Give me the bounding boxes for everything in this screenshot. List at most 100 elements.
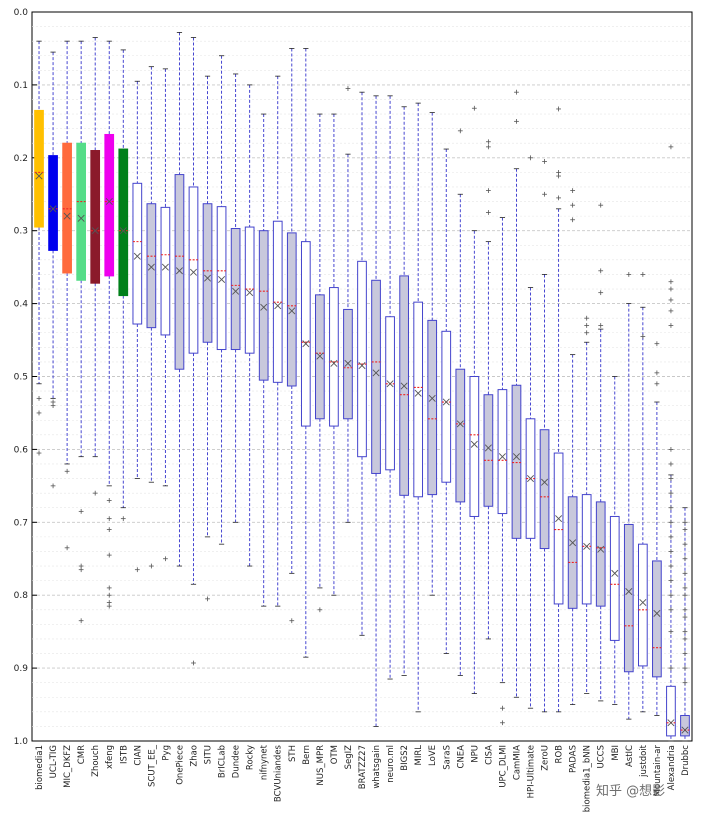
mean-marker (526, 475, 535, 483)
mean-marker (344, 359, 352, 367)
box-saras (441, 148, 452, 654)
y-tick-label: 0.0 (14, 8, 29, 18)
box-body (595, 501, 606, 607)
x-tick-label: ISTB (119, 745, 129, 764)
x-tick-label: Zhao (189, 745, 199, 767)
mean-marker (400, 382, 408, 390)
box-body (483, 394, 494, 507)
x-tick-label: Zhouch (91, 745, 101, 777)
mean-marker (470, 440, 478, 448)
mean-marker (653, 609, 661, 617)
x-tick-label: MIRL (414, 745, 424, 766)
x-tick-label: Mountain-ar (653, 745, 663, 797)
box-situ (202, 75, 213, 602)
box-bigs2 (399, 106, 409, 676)
mean-marker (91, 227, 99, 235)
x-tick-label: justdoit (639, 744, 649, 777)
mean-marker (133, 252, 141, 260)
mean-marker (611, 569, 619, 577)
box-zhouch (90, 37, 101, 496)
box-body (244, 226, 255, 354)
box-body (637, 543, 648, 667)
box-body (132, 182, 143, 325)
box-rocky (244, 84, 255, 567)
mean-marker (583, 542, 591, 550)
x-tick-label: neuro.ml (386, 745, 396, 783)
box-body (146, 203, 157, 329)
x-tick-label: NPU (470, 745, 480, 763)
box-body (118, 148, 129, 297)
box-body (160, 206, 171, 336)
boxes (34, 32, 690, 742)
x-tick-label: xfeng (105, 745, 115, 769)
mean-marker (372, 369, 380, 377)
mean-marker (639, 598, 647, 607)
x-tick-label: Rocky (246, 745, 256, 770)
x-tick-label: CamMIA (512, 745, 522, 780)
box-cmr (76, 40, 87, 624)
box-xfeng (104, 40, 115, 609)
x-tick-label: SaraS (442, 745, 452, 770)
x-tick-label: SegIZ (344, 745, 354, 770)
x-tick-label: OTM (330, 745, 340, 764)
box-mirl (413, 102, 424, 713)
x-tick-label: Bern (302, 745, 312, 765)
mean-marker (597, 545, 605, 553)
mean-marker (484, 444, 492, 452)
box-uccs (595, 202, 606, 702)
box-body (497, 389, 508, 515)
box-npu (469, 105, 480, 695)
x-tick-label: SITU (204, 745, 214, 764)
box-body (90, 150, 101, 284)
x-tick-label: MBI (611, 745, 621, 761)
mean-marker (302, 340, 310, 348)
x-tick-label: nifnynet (260, 744, 270, 780)
x-tick-label: AstIC (625, 745, 635, 767)
box-body (371, 279, 381, 474)
box-bcvuniandes (272, 75, 283, 607)
mean-marker (246, 289, 254, 297)
y-tick-label: 0.3 (14, 227, 28, 237)
y-tick-label: 0.5 (14, 373, 28, 383)
box-body (441, 330, 452, 483)
box-biomedia1 (34, 40, 44, 456)
box-zerou (539, 159, 550, 713)
x-axis-labels: biomedia1 UCL-TIG MIC_DKFZ CMR Zhouch xfeng IS… (35, 744, 691, 812)
x-tick-label: ZeroU (541, 745, 551, 771)
x-tick-label: LoVE (428, 745, 438, 766)
box-body (216, 206, 227, 351)
box-body (385, 316, 395, 471)
box-body (567, 496, 578, 609)
box-body (357, 260, 367, 458)
box-neuro-ml (385, 95, 395, 680)
watermark-text: 知乎 @想影 (596, 784, 666, 799)
box-padas (567, 188, 578, 705)
x-tick-label: whatsgain (372, 745, 382, 789)
mean-marker (147, 263, 155, 271)
box-body (469, 376, 480, 517)
box-justdoit (637, 272, 648, 713)
box-body (652, 560, 662, 678)
mean-marker (541, 478, 549, 486)
x-tick-label: UCL-TIG (49, 745, 59, 778)
mean-marker (512, 453, 520, 461)
mean-marker (330, 359, 338, 367)
box-body (76, 142, 87, 281)
x-tick-label: BCVUniandes (274, 744, 284, 802)
box-cnea (455, 128, 466, 676)
box-body (258, 230, 269, 381)
x-tick-label: Pyg (161, 745, 171, 761)
mean-marker (161, 263, 169, 271)
y-tick-label: 0.4 (14, 300, 29, 310)
x-tick-label: SCUT_EE_ (147, 744, 157, 787)
y-tick-label: 0.2 (14, 154, 28, 164)
box-bern (300, 48, 311, 658)
x-tick-label: NUS_MPR (316, 745, 326, 786)
box-body (427, 319, 438, 496)
x-tick-label: MIC_DKFZ (63, 745, 73, 788)
x-tick-label: Drubbc (681, 745, 691, 776)
box-upc-dlmi (497, 217, 508, 726)
box-alexandria (666, 144, 676, 742)
box-love (427, 112, 438, 596)
